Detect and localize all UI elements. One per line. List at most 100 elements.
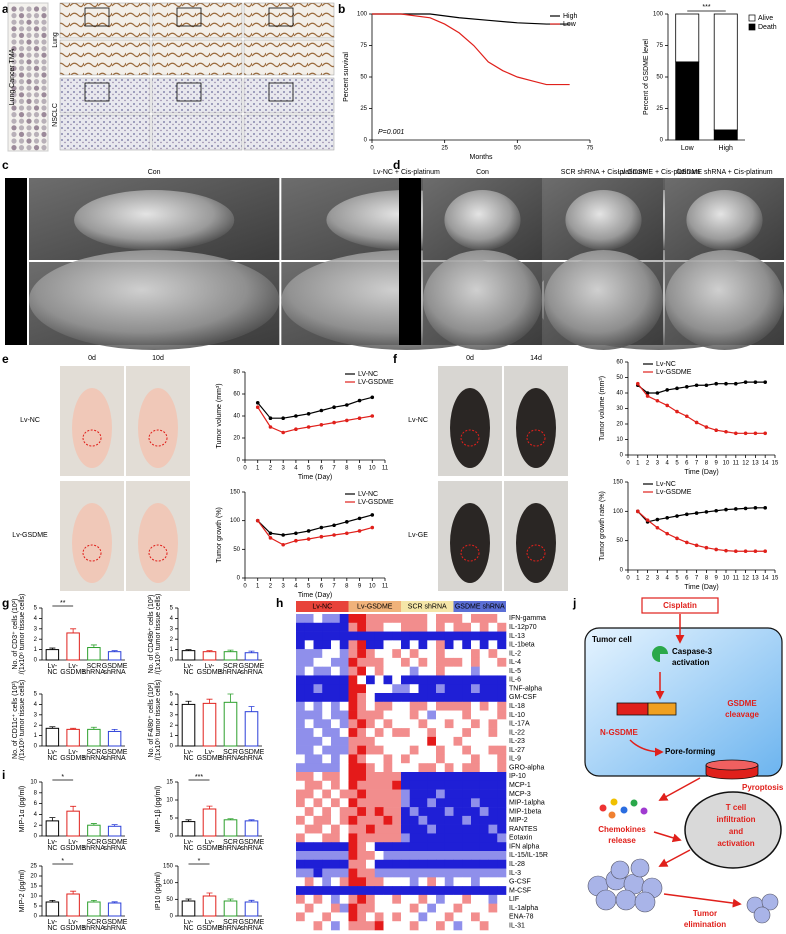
heat-cell — [296, 789, 306, 799]
heat-cell — [401, 772, 411, 782]
heat-cell — [409, 780, 419, 790]
heat-cell — [418, 763, 428, 773]
x-tick-label: shRNA — [219, 669, 242, 676]
row-label: Lv-GSDME — [12, 532, 48, 539]
heat-cell — [331, 842, 341, 852]
heat-cell — [444, 640, 454, 650]
heat-cell — [418, 807, 428, 817]
error-bar — [70, 805, 77, 812]
heat-cell — [436, 719, 446, 729]
row-label: Eotaxin — [509, 835, 532, 842]
heat-cell — [488, 798, 498, 808]
x-tick-label: Lv- — [184, 663, 194, 670]
heat-cell — [357, 728, 367, 738]
legend-label: Lv-NC — [656, 361, 676, 368]
heat-cell — [479, 842, 489, 852]
x-tick-label: shRNA — [104, 669, 127, 676]
heat-cell — [418, 789, 428, 799]
tma-core — [11, 85, 17, 91]
x-tick-label: shRNA — [240, 925, 263, 932]
heat-cell — [374, 807, 384, 817]
heat-cell — [296, 657, 306, 667]
heat-cell — [436, 833, 446, 843]
y-tick-label: 2 — [170, 637, 174, 643]
heat-cell — [436, 710, 446, 720]
heat-cell — [462, 868, 472, 878]
point — [724, 381, 728, 386]
y-tick-label: 50 — [616, 538, 623, 544]
x-tick-label: NC — [47, 845, 57, 852]
heat-cell — [479, 631, 489, 641]
tma-core — [11, 65, 17, 71]
error-bar — [49, 900, 56, 902]
error-bar — [49, 817, 56, 821]
heat-cell — [366, 921, 376, 931]
heat-cell — [427, 859, 437, 869]
heat-cell — [444, 675, 454, 685]
heat-cell — [488, 684, 498, 694]
tumor-outline — [148, 429, 168, 447]
point — [345, 520, 349, 524]
c-gsdme-block — [647, 702, 677, 716]
heat-cell — [497, 640, 507, 650]
heat-cell — [383, 693, 393, 703]
heat-cell — [427, 701, 437, 711]
tma-core — [11, 131, 17, 137]
heat-cell — [374, 877, 384, 887]
tma-core — [11, 92, 17, 98]
heat-cell — [392, 649, 402, 659]
heat-cell — [453, 789, 463, 799]
heat-cell — [462, 666, 472, 676]
tma-core — [11, 145, 17, 151]
point — [743, 380, 748, 384]
y-tick-label: 8 — [34, 790, 38, 796]
t-cell-shape — [684, 791, 782, 869]
annotation: ** — [60, 600, 66, 607]
heat-cell — [348, 684, 358, 694]
heat-cell — [418, 684, 428, 694]
day-label: 10d — [152, 355, 164, 362]
y-tick-label: 25 — [656, 106, 663, 112]
heat-cell — [392, 807, 402, 817]
tma-core — [11, 6, 17, 12]
point — [332, 420, 336, 425]
tma-core — [41, 72, 47, 78]
heat-cell — [296, 833, 306, 843]
y-tick-label: 4 — [34, 702, 38, 708]
heat-cell — [479, 693, 489, 703]
heat-cell — [339, 886, 349, 896]
tma-core — [33, 6, 40, 12]
point — [685, 512, 689, 517]
heat-cell — [304, 701, 314, 711]
heat-cell — [471, 684, 481, 694]
heat-cell — [339, 684, 349, 694]
x-tick-label: shRNA — [83, 755, 106, 762]
row-label: RANTES — [509, 826, 538, 833]
point — [357, 529, 362, 533]
error-bar — [227, 898, 234, 901]
y-tick-label: 5 — [34, 692, 38, 698]
point — [345, 403, 349, 407]
heat-cell — [462, 921, 472, 931]
x-axis-label: Time (Day) — [298, 474, 332, 481]
point — [306, 412, 311, 416]
tma-core — [41, 19, 47, 25]
heat-cell — [374, 657, 384, 667]
x-tick-label: 0 — [370, 146, 374, 152]
point — [694, 383, 699, 388]
y-tick-label: 3 — [170, 626, 174, 632]
row-label: GRO-alpha — [509, 764, 545, 771]
heat-cell — [348, 807, 358, 817]
y-tick-label: 60 — [616, 360, 623, 366]
heat-cell — [348, 798, 358, 808]
heat-cell — [401, 877, 411, 887]
heat-cell — [331, 719, 341, 729]
heat-cell — [357, 859, 367, 869]
heat-cell — [418, 701, 428, 711]
bar — [87, 901, 101, 917]
bar — [45, 901, 60, 917]
heat-cell — [313, 745, 323, 755]
heat-cell — [339, 728, 349, 738]
heat-cell — [357, 666, 367, 676]
y-tick-label: 50 — [166, 897, 173, 903]
